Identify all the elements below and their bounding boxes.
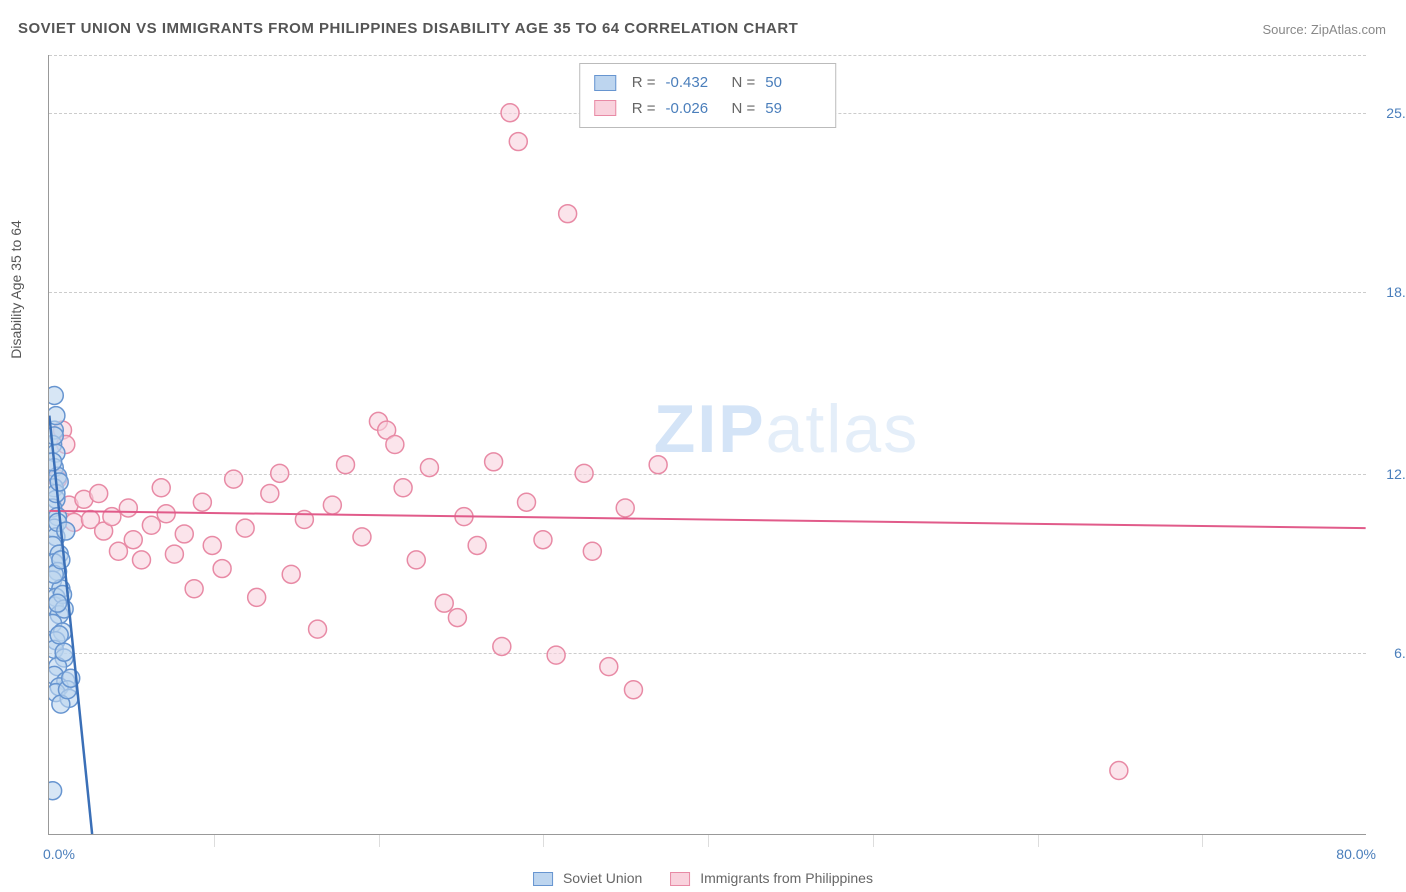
stat-row-pink: R = -0.026 N = 59 <box>594 96 822 122</box>
stat-n-label: N = <box>732 70 756 96</box>
legend-item-blue: Soviet Union <box>533 870 642 886</box>
y-tick-label: 12.5% <box>1380 464 1406 484</box>
legend-item-pink: Immigrants from Philippines <box>670 870 873 886</box>
swatch-pink-icon <box>594 100 616 116</box>
stat-r-blue: -0.432 <box>666 70 722 96</box>
y-tick-label: 25.0% <box>1380 103 1406 123</box>
stat-n-label: N = <box>732 96 756 122</box>
source-text: Source: ZipAtlas.com <box>1262 22 1386 37</box>
legend-label-pink: Immigrants from Philippines <box>700 870 873 886</box>
legend-label-blue: Soviet Union <box>563 870 642 886</box>
watermark: ZIPatlas <box>654 390 919 468</box>
swatch-blue-icon <box>533 872 553 886</box>
y-axis-label: Disability Age 35 to 64 <box>8 220 24 359</box>
swatch-blue-icon <box>594 75 616 91</box>
stat-r-label: R = <box>632 70 656 96</box>
bottom-legend: Soviet Union Immigrants from Philippines <box>533 870 873 886</box>
swatch-pink-icon <box>670 872 690 886</box>
y-tick-label: 6.3% <box>1388 643 1406 663</box>
stat-n-pink: 59 <box>765 96 821 122</box>
chart-svg <box>49 55 1366 834</box>
plot-area: ZIPatlas 6.3%12.5%18.8%25.0% R = -0.432 … <box>48 55 1366 835</box>
x-tick-0: 0.0% <box>43 846 75 862</box>
stat-r-label: R = <box>632 96 656 122</box>
x-tick-80: 80.0% <box>1336 846 1376 862</box>
stat-legend: R = -0.432 N = 50 R = -0.026 N = 59 <box>579 63 837 128</box>
y-tick-label: 18.8% <box>1380 282 1406 302</box>
stat-r-pink: -0.026 <box>666 96 722 122</box>
stat-row-blue: R = -0.432 N = 50 <box>594 70 822 96</box>
stat-n-blue: 50 <box>765 70 821 96</box>
chart-title: SOVIET UNION VS IMMIGRANTS FROM PHILIPPI… <box>18 20 798 37</box>
watermark-rest: atlas <box>766 391 920 467</box>
watermark-bold: ZIP <box>654 391 766 467</box>
